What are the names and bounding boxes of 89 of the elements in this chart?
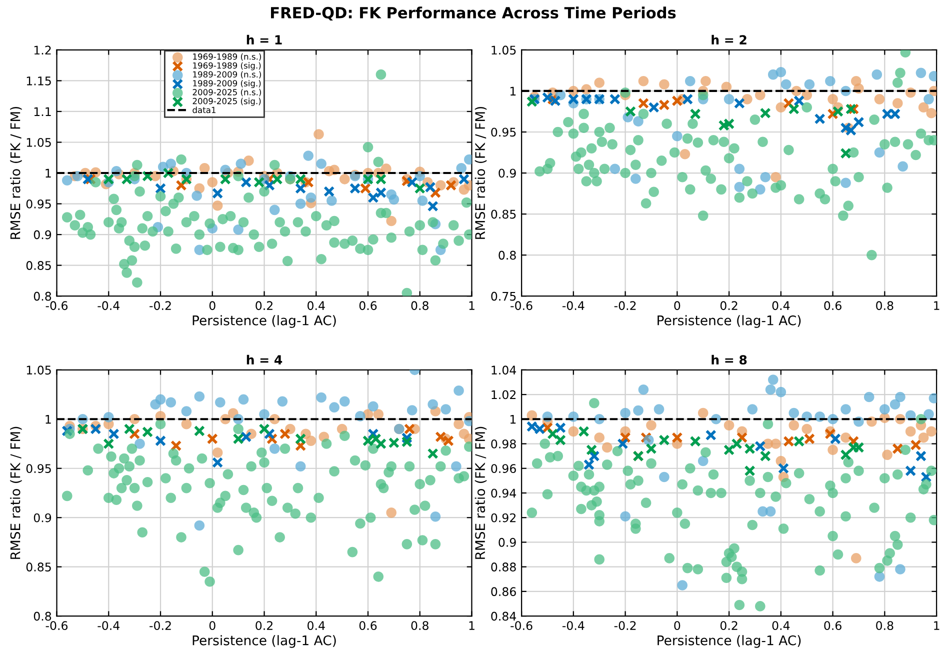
- x-tick-label: -0.2: [150, 301, 171, 310]
- x-tick-label: 0.2: [720, 301, 738, 310]
- x-axis-title: Persistence (lag-1 AC): [192, 635, 336, 648]
- x-tick-label: -0.2: [614, 301, 636, 310]
- y-tick-label: 0.95: [26, 200, 51, 208]
- x-tick-label: -0.4: [98, 621, 120, 630]
- x-tick-label: 0: [209, 301, 216, 310]
- y-tick-label: 0.8: [498, 250, 516, 260]
- x-tick-label: 0.6: [824, 621, 842, 630]
- x-axis-title: Persistence (lag-1 AC): [658, 315, 801, 328]
- x-axis-title: Persistence (lag-1 AC): [658, 635, 801, 648]
- y-axis-title: RMSE ratio (FK / FM): [10, 426, 22, 559]
- x-tick-label: 0.6: [359, 301, 377, 310]
- legend-label: 2009-2025 (n.s.): [192, 88, 261, 96]
- x-tick-label: -0.2: [614, 621, 636, 630]
- x-tick-label: 1: [469, 621, 474, 630]
- y-tick-label: 1: [510, 415, 516, 424]
- y-axis-title: RMSE ratio (FK / FM): [474, 106, 487, 239]
- y-tick-label: 0.85: [26, 261, 51, 270]
- y-tick-label: 1: [510, 86, 516, 96]
- legend-label: 1989-2009 (n.s.): [193, 71, 261, 79]
- y-tick-label: 1.05: [26, 366, 51, 375]
- legend-label: 1989-2009 (sig.): [193, 80, 261, 88]
- y-tick-label: 0.94: [491, 488, 516, 498]
- y-tick-label: 0.92: [491, 513, 516, 522]
- y-tick-label: 1.04: [492, 366, 516, 375]
- y-tick-label: 0.96: [491, 464, 516, 474]
- y-tick-label: 0.8: [34, 612, 52, 621]
- y-axis-title: RMSE ratio (FK / FM): [10, 106, 22, 239]
- y-tick-label: 1: [46, 415, 51, 424]
- x-tick-label: -0.4: [98, 301, 120, 310]
- x-tick-label: 0.6: [359, 621, 377, 630]
- y-tick-label: 0.85: [26, 562, 51, 572]
- y-tick-label: 0.9: [498, 168, 516, 178]
- x-tick-label: 0.2: [256, 621, 272, 630]
- x-tick-label: 0.8: [411, 301, 428, 310]
- y-tick-label: 0.85: [491, 210, 516, 219]
- y-tick-label: 1.02: [492, 390, 516, 400]
- x-tick-label: 1: [934, 301, 940, 310]
- legend-label: 2009-2025 (sig.): [192, 98, 261, 106]
- y-tick-label: 0.86: [491, 587, 516, 596]
- y-tick-label: 0.9: [34, 230, 52, 240]
- x-axis-title: Persistence (lag-1 AC): [192, 315, 336, 328]
- y-tick-label: 0.95: [491, 128, 516, 137]
- x-tick-label: 0.4: [308, 301, 325, 310]
- x-tick-label: -0.6: [46, 621, 68, 630]
- x-tick-label: 0.8: [411, 621, 428, 630]
- y-tick-label: 0.9: [34, 513, 52, 522]
- y-tick-label: 0.75: [491, 292, 516, 301]
- x-tick-label: 0.2: [256, 301, 272, 310]
- chart-title: h = 1: [246, 34, 282, 44]
- chart-title: h = 8: [712, 354, 747, 365]
- x-tick-label: -0.6: [510, 301, 532, 310]
- y-tick-label: 0.98: [491, 439, 516, 448]
- y-tick-label: 1.05: [26, 138, 51, 147]
- x-tick-label: 0: [674, 301, 680, 310]
- text: FRED-QD: FK Performance Across Time Periods: [271, 6, 676, 20]
- y-tick-label: 0.84: [491, 612, 516, 621]
- x-tick-label: -0.4: [562, 621, 584, 630]
- y-tick-label: 1: [46, 168, 51, 178]
- x-tick-label: -0.2: [150, 621, 171, 630]
- x-tick-label: 0.2: [720, 621, 738, 630]
- x-tick-label: 1: [469, 301, 474, 310]
- y-tick-label: 1.15: [26, 76, 51, 86]
- chart-title: h = 2: [712, 34, 746, 44]
- x-tick-label: 0.8: [876, 301, 894, 310]
- y-tick-label: 0.8: [34, 292, 52, 301]
- x-tick-label: 0: [674, 621, 680, 630]
- x-tick-label: 0: [209, 621, 216, 630]
- legend-label: data1: [192, 106, 216, 114]
- x-tick-label: -0.4: [562, 301, 584, 310]
- y-tick-label: 0.88: [491, 562, 516, 572]
- legend-label: 1969-1989 (n.s.): [193, 53, 261, 61]
- x-tick-label: 0.4: [308, 621, 325, 630]
- chart-title: h = 4: [246, 354, 282, 364]
- x-tick-label: -0.6: [510, 621, 532, 630]
- x-tick-label: 1: [934, 621, 940, 630]
- x-tick-label: 0.6: [824, 301, 842, 310]
- x-tick-label: 0.8: [876, 621, 894, 630]
- y-tick-label: 0.9: [498, 538, 516, 547]
- y-tick-label: 1.1: [34, 107, 51, 116]
- x-tick-label: 0.4: [772, 621, 790, 630]
- y-axis-title: RMSE ratio (FK / FM): [474, 426, 487, 559]
- x-tick-label: -0.6: [46, 301, 68, 310]
- y-tick-label: 1.2: [34, 46, 51, 54]
- y-tick-label: 0.95: [26, 464, 51, 474]
- x-tick-label: 0.4: [772, 301, 790, 310]
- y-tick-label: 1.05: [492, 46, 516, 55]
- legend-label: 1969-1989 (sig.): [193, 62, 261, 70]
